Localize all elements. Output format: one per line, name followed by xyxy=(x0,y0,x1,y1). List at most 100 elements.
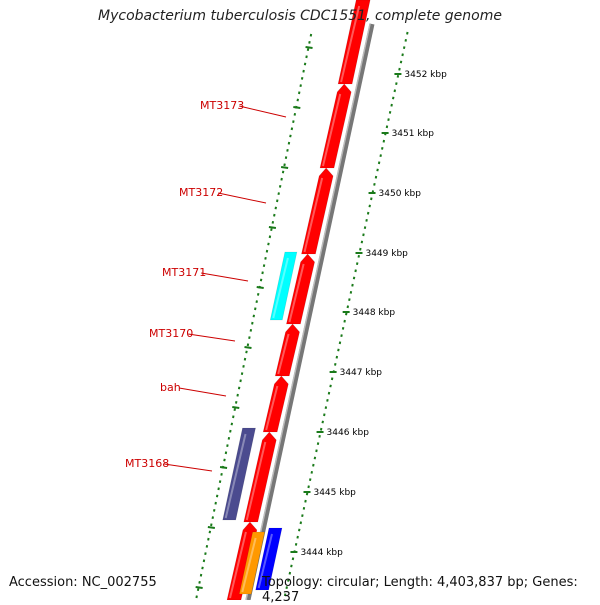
inner-major-tick xyxy=(256,286,264,289)
inner-major-tick xyxy=(280,166,289,169)
forward-gene-arrow xyxy=(319,83,352,169)
outer-tick-dot xyxy=(406,31,409,35)
inner-tick-dot xyxy=(208,530,212,534)
inner-tick-dot xyxy=(308,40,311,44)
inner-major-tick xyxy=(305,46,313,49)
gene-label-connector xyxy=(179,387,227,397)
inner-tick-dot xyxy=(309,33,313,37)
inner-major-tick xyxy=(207,526,215,529)
outer-tick-dot xyxy=(377,161,381,165)
inner-tick-dot xyxy=(299,84,302,88)
outer-tick-dot xyxy=(396,74,400,78)
gene-label-connector xyxy=(164,463,213,472)
outer-tick-dot xyxy=(391,96,395,100)
outer-tick-dot xyxy=(388,110,392,114)
outer-tick-dot xyxy=(307,485,310,489)
outer-tick-dot xyxy=(340,334,343,338)
outer-tick-dot xyxy=(298,528,301,532)
outer-tick-dot xyxy=(387,118,390,122)
inner-tick-dot xyxy=(198,580,201,584)
forward-gene-arrow-shine xyxy=(245,441,267,521)
outer-tick-dot xyxy=(301,514,304,518)
forward-gene-arrow-shine xyxy=(288,263,305,323)
forward-gene-arrow xyxy=(274,323,300,377)
inner-tick-dot xyxy=(289,134,292,138)
outer-tick-dot xyxy=(398,67,401,71)
outer-tick-dot xyxy=(290,564,293,568)
inner-tick-dot xyxy=(262,264,266,268)
inner-tick-dot xyxy=(232,415,235,419)
kbp-label: 3452 kbp xyxy=(404,70,447,80)
outer-tick-dot xyxy=(362,233,365,237)
inner-tick-dot xyxy=(226,444,229,448)
gene-label: MT3170 xyxy=(149,327,193,340)
outer-tick-dot xyxy=(379,154,382,158)
inner-major-tick xyxy=(268,226,277,229)
kbp-label: 3448 kbp xyxy=(353,308,396,318)
inner-tick-dot xyxy=(261,271,264,275)
inner-tick-dot xyxy=(201,566,204,570)
inner-tick-dot xyxy=(205,544,209,548)
gene-label-connector xyxy=(201,272,249,282)
inner-tick-dot xyxy=(227,436,231,440)
outer-tick-dot xyxy=(346,305,350,309)
outer-tick-dot xyxy=(299,521,303,525)
inner-tick-dot xyxy=(215,494,219,498)
outer-tick-dot xyxy=(313,456,317,460)
inner-tick-dot xyxy=(276,199,279,203)
kbp-label: 3451 kbp xyxy=(392,129,435,139)
outer-tick-dot xyxy=(370,197,373,201)
outer-tick-dot xyxy=(338,341,342,345)
inner-tick-dot xyxy=(245,350,248,354)
outer-tick-dot xyxy=(349,290,353,294)
kbp-label: 3444 kbp xyxy=(300,548,343,558)
outer-tick-dot xyxy=(302,506,306,510)
gene-label-connector xyxy=(239,105,287,118)
inner-tick-dot xyxy=(297,91,301,95)
gene-label: MT3171 xyxy=(162,266,206,279)
inner-tick-dot xyxy=(195,595,198,599)
gene-label-connector xyxy=(218,192,267,204)
outer-tick-dot xyxy=(357,254,360,258)
outer-tick-dot xyxy=(348,298,351,302)
kbp-label: 3447 kbp xyxy=(340,368,383,378)
outer-tick-dot xyxy=(334,362,337,366)
inner-tick-dot xyxy=(259,278,263,282)
inner-tick-dot xyxy=(224,451,228,455)
purple-gene-shine xyxy=(224,433,247,519)
outer-tick-dot xyxy=(355,262,359,266)
outer-tick-dot xyxy=(352,276,356,280)
outer-tick-dot xyxy=(319,427,323,431)
outer-tick-dot xyxy=(294,542,298,546)
outer-tick-dot xyxy=(381,146,384,150)
inner-major-tick xyxy=(219,466,228,469)
inner-tick-dot xyxy=(251,321,254,325)
inner-tick-dot xyxy=(267,242,270,246)
gene-label: MT3172 xyxy=(179,186,223,199)
outer-tick-dot xyxy=(337,348,340,352)
inner-tick-dot xyxy=(292,120,295,124)
inner-tick-dot xyxy=(283,163,286,167)
gene-label-connector xyxy=(188,333,236,342)
forward-gene-arrow-shine xyxy=(229,531,247,599)
outer-tick-dot xyxy=(399,60,403,64)
orange-gene-shine xyxy=(241,537,257,593)
inner-tick-dot xyxy=(284,156,288,160)
topology-text: Topology: circular; Length: 4,403,837 bp… xyxy=(262,575,578,605)
inner-tick-dot xyxy=(305,55,308,59)
inner-tick-dot xyxy=(254,307,257,311)
purple-gene xyxy=(222,427,256,521)
orange-gene xyxy=(238,531,266,595)
outer-tick-dot xyxy=(374,175,378,179)
outer-tick-dot xyxy=(335,355,339,359)
blue-gene-shine xyxy=(257,533,273,589)
outer-tick-dot xyxy=(385,125,389,129)
forward-gene-arrow xyxy=(337,0,371,85)
inner-tick-dot xyxy=(280,177,283,181)
outer-tick-dot xyxy=(312,463,315,467)
kbp-label: 3445 kbp xyxy=(313,488,356,498)
forward-gene-arrow xyxy=(243,431,277,523)
outer-tick-dot xyxy=(288,571,292,575)
inner-tick-dot xyxy=(287,141,291,145)
